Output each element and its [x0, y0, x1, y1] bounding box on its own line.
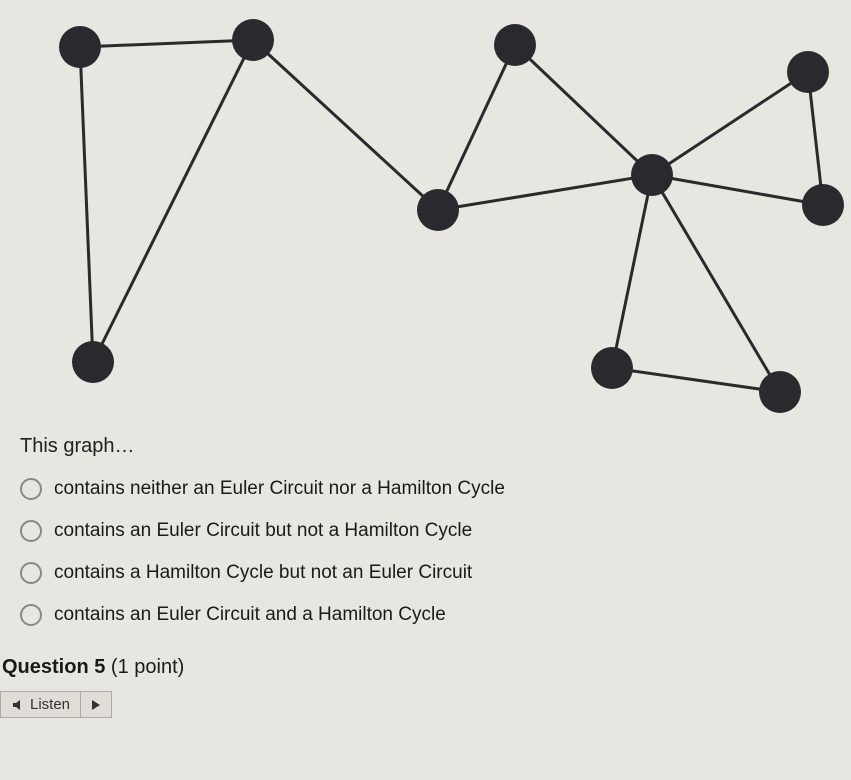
radio-icon	[20, 520, 42, 542]
radio-icon	[20, 604, 42, 626]
options-group: contains neither an Euler Circuit nor a …	[0, 458, 851, 626]
option-label: contains an Euler Circuit and a Hamilton…	[54, 604, 446, 626]
question-points: (1 point)	[111, 656, 184, 678]
question-header: Question 5 (1 point)	[0, 646, 851, 679]
option-label: contains an Euler Circuit but not a Hami…	[54, 520, 472, 542]
option-label: contains a Hamilton Cycle but not an Eul…	[54, 562, 472, 584]
play-icon	[91, 699, 101, 711]
option-2[interactable]: contains an Euler Circuit but not a Hami…	[20, 520, 851, 542]
option-4[interactable]: contains an Euler Circuit and a Hamilton…	[20, 604, 851, 626]
option-label: contains neither an Euler Circuit nor a …	[54, 478, 505, 500]
question-title: Question 5	[2, 656, 105, 678]
option-1[interactable]: contains neither an Euler Circuit nor a …	[20, 478, 851, 500]
radio-icon	[20, 478, 42, 500]
graph-svg	[0, 0, 851, 430]
listen-label: Listen	[30, 696, 70, 713]
listen-button[interactable]: Listen	[1, 692, 81, 717]
question-prompt: This graph…	[0, 430, 851, 458]
graph-diagram	[0, 0, 851, 430]
option-3[interactable]: contains a Hamilton Cycle but not an Eul…	[20, 562, 851, 584]
radio-icon	[20, 562, 42, 584]
play-button[interactable]	[81, 692, 111, 717]
listen-toolbar: Listen	[0, 691, 112, 718]
speaker-icon	[11, 698, 25, 712]
